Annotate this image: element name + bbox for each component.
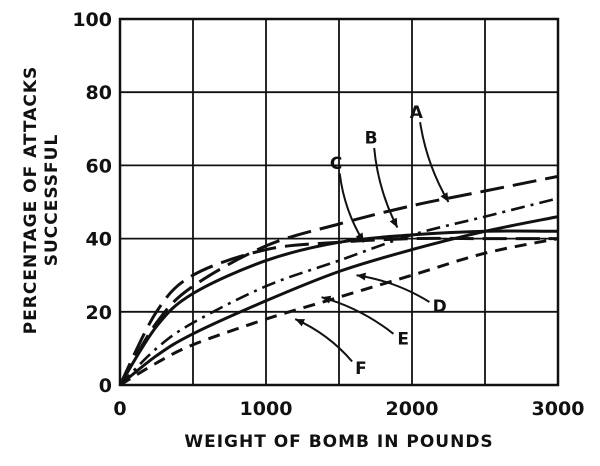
y-tick-label: 100 — [72, 9, 112, 31]
y-tick-label: 0 — [99, 375, 112, 397]
pointer-arrowhead-f — [295, 319, 305, 327]
pointer-arrowhead-a — [440, 192, 449, 202]
plot-frame — [118, 17, 560, 387]
series-line-a — [118, 174, 559, 386]
pointer-line-b — [373, 147, 399, 229]
x-tick-label: 0 — [113, 398, 126, 420]
series-line-d — [119, 197, 559, 386]
series-line-e — [119, 215, 559, 387]
pointer-line-c — [338, 173, 365, 243]
curve-label-f: F — [355, 359, 367, 379]
annotation-group: A B C D E F — [294, 103, 450, 379]
curve-label-a: A — [410, 103, 424, 123]
pointer-line-f — [294, 318, 353, 363]
pointer-line-a — [419, 122, 450, 203]
y-tick-label: 40 — [86, 229, 112, 251]
curve-label-c: C — [330, 154, 342, 174]
series-line-f — [119, 237, 559, 387]
curve-label-e: E — [397, 330, 409, 350]
grid — [120, 19, 558, 385]
tick-labels: 0 1000 2000 3000 0 20 40 60 80 100 — [72, 9, 584, 420]
curve-label-d: D — [433, 297, 447, 317]
series-group — [118, 174, 559, 387]
pointer-arrowhead-e — [321, 295, 332, 304]
y-axis-label-line2: SUCCESSFUL — [42, 134, 62, 267]
x-tick-label: 3000 — [532, 398, 585, 420]
x-tick-label: 1000 — [240, 398, 293, 420]
x-tick-label: 2000 — [386, 398, 439, 420]
y-tick-label: 60 — [86, 155, 112, 177]
pointer-arrowhead-b — [389, 217, 398, 228]
y-axis-label-line1: PERCENTAGE OF ATTACKS — [21, 66, 41, 335]
pointer-arrowhead-c — [355, 232, 364, 243]
pointer-line-e — [321, 296, 395, 335]
y-tick-label: 80 — [86, 82, 112, 104]
pointer-arrowhead-d — [356, 272, 366, 281]
x-axis-label: WEIGHT OF BOMB IN POUNDS — [184, 432, 493, 452]
series-line-c — [118, 236, 558, 386]
curve-label-b: B — [365, 128, 378, 148]
y-tick-label: 20 — [86, 302, 112, 324]
